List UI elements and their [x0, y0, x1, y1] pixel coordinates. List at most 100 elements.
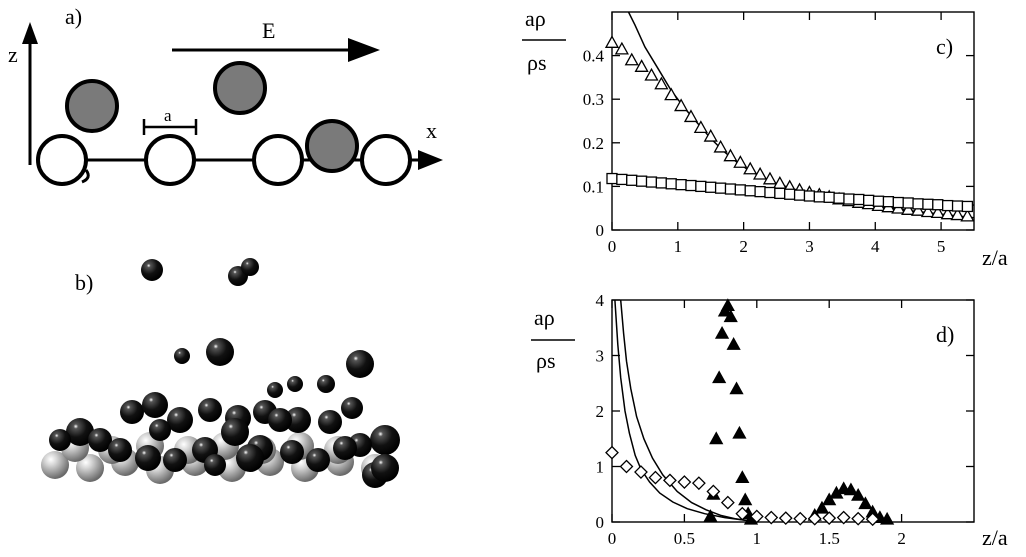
chart-c-xticks: 0 1 2 3 4 5 [608, 12, 946, 256]
chart-c: c) aρ ρs z/a 0 1 2 3 4 5 0 0.1 0.2 0.3 0.4 [522, 6, 1008, 270]
x-tick-label: 2 [897, 529, 906, 548]
particle-sphere [135, 445, 161, 471]
data-point-triangle [723, 148, 738, 162]
data-point-triangle [604, 35, 620, 48]
x-tick-label: 5 [937, 237, 946, 256]
substrate-sphere [41, 451, 69, 479]
data-point-square [882, 196, 895, 208]
particle-sphere [241, 258, 259, 276]
panel-a-label: a) [65, 4, 82, 29]
data-point-triangle [683, 109, 699, 123]
substrate-particle [144, 134, 196, 186]
chart-c-marks [604, 35, 975, 222]
data-point-triangle [901, 202, 916, 215]
data-point-triangle [634, 59, 649, 72]
chart-d-panel-label: d) [936, 322, 954, 347]
data-point-triangle [843, 482, 859, 496]
data-point-diamond [691, 476, 706, 491]
data-point-triangle [729, 381, 744, 395]
substrate-particle [36, 134, 88, 186]
data-point-triangle [712, 370, 727, 384]
y-tick-label: 0.4 [583, 47, 605, 66]
x-axis-arrowhead [418, 150, 443, 170]
particle-sphere [142, 392, 168, 418]
x-tick-label: 0 [608, 237, 617, 256]
data-point-triangle [664, 87, 679, 101]
particle-sphere [318, 410, 342, 434]
data-point-square [961, 200, 974, 213]
chart-c-ylabel-numerator: aρ [525, 6, 546, 31]
data-point-square [764, 186, 776, 199]
substrate-sphere [76, 454, 104, 482]
particle-sphere [49, 429, 71, 451]
data-point-square [774, 187, 786, 200]
data-point-triangle [950, 207, 965, 221]
chart-d-xticks: 0 0.5 1 1.5 2 [608, 300, 906, 548]
y-tick-label: 0.1 [583, 177, 604, 196]
chart-c-ylabel-denominator: ρs [527, 50, 547, 75]
data-point-triangle [960, 208, 975, 222]
substrate-particle [360, 134, 412, 186]
data-point-triangle [723, 309, 738, 323]
chart-d-xlabel: z/a [982, 525, 1008, 550]
panel-b-label: b) [75, 270, 93, 295]
particle-sphere [268, 408, 292, 432]
data-point-diamond [822, 511, 837, 526]
y-tick-label: 0.3 [583, 90, 604, 109]
data-point-triangle [654, 76, 669, 90]
particle-sphere [370, 425, 400, 455]
data-point-square [754, 185, 766, 198]
x-tick-label: 1 [753, 529, 762, 548]
chart-d-yticks: 0 1 2 3 4 [596, 291, 974, 532]
data-point-triangle [735, 470, 750, 484]
data-point-square [695, 180, 707, 193]
data-point-diamond [778, 511, 793, 526]
particle-sphere [88, 428, 112, 452]
particle-sphere [346, 350, 374, 378]
theory-curve [619, 299, 750, 522]
data-point-square [793, 189, 806, 201]
particle-sphere [341, 397, 363, 419]
data-point-square [606, 172, 618, 185]
data-point-square [784, 188, 796, 200]
x-axis-label: x [426, 118, 437, 143]
data-point-triangle [624, 52, 639, 66]
periodic-boundary-arrow [81, 169, 90, 184]
data-point-triangle [822, 492, 837, 506]
data-point-diamond [851, 511, 866, 526]
data-point-triangle [940, 206, 955, 220]
x-tick-label: 0 [608, 529, 617, 548]
y-tick-label: 0 [596, 513, 605, 532]
chart-d-ylabel-denominator: ρs [536, 348, 556, 373]
data-point-square [675, 179, 687, 191]
mobile-particle [213, 61, 267, 115]
data-point-triangle [880, 511, 895, 525]
data-point-square [744, 185, 756, 197]
data-point-triangle [720, 298, 735, 311]
chart-d-frame [611, 299, 975, 523]
data-point-triangle [726, 337, 741, 350]
data-point-diamond [793, 511, 808, 526]
data-point-triangle [732, 425, 747, 439]
data-point-triangle [910, 203, 926, 216]
data-point-square [863, 194, 875, 207]
data-point-square [823, 191, 835, 203]
data-point-square [665, 178, 677, 190]
y-tick-label: 0.2 [583, 134, 604, 153]
data-point-square [645, 176, 658, 188]
data-point-triangle [858, 496, 873, 510]
chart-d-lines [614, 299, 757, 523]
particle-sphere [149, 419, 171, 441]
data-point-square [626, 174, 638, 186]
particle-sphere [287, 376, 303, 392]
data-point-square [843, 193, 855, 205]
data-point-square [655, 177, 668, 189]
chart-c-xlabel: z/a [982, 245, 1008, 270]
x-tick-label: 0.5 [674, 529, 695, 548]
data-point-diamond [619, 459, 634, 474]
x-tick-label: 1 [674, 237, 683, 256]
y-tick-label: 1 [596, 458, 605, 477]
data-point-triangle [709, 431, 724, 445]
y-tick-label: 4 [596, 291, 605, 310]
